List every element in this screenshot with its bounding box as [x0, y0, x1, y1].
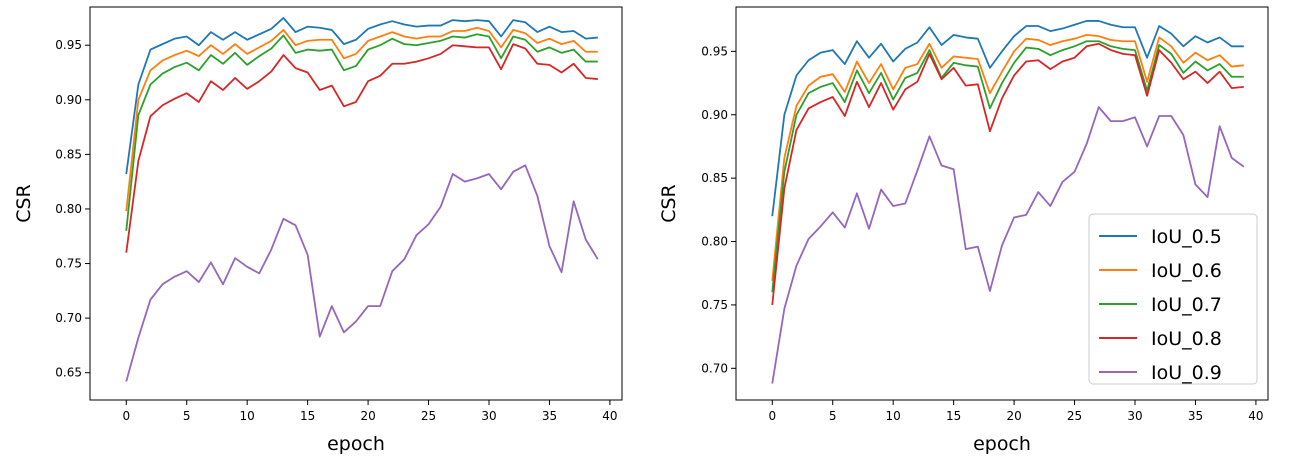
x-tick-label: 5 [829, 409, 837, 423]
x-tick-label: 20 [1006, 409, 1021, 423]
legend-box [1088, 213, 1258, 385]
y-tick-label: 0.75 [701, 298, 728, 312]
y-tick-label: 0.90 [701, 108, 728, 122]
x-tick-label: 25 [421, 409, 436, 423]
y-tick-label: 0.75 [55, 257, 82, 271]
legend-label: IoU_0.7 [1151, 294, 1222, 316]
series-line-iou-0-7 [771, 40, 1244, 293]
x-tick-label: 35 [542, 409, 557, 423]
x-tick-label: 15 [300, 409, 315, 423]
legend: IoU_0.5 IoU_0.6 IoU_0.7 IoU_0.8 IoU_0.9 [1088, 213, 1258, 385]
series-line-iou-0-7 [125, 33, 598, 231]
series-line-iou-0-9 [771, 106, 1245, 384]
series-line-iou-0-9 [125, 164, 599, 382]
y-axis-label: CSR [13, 184, 35, 223]
y-tick-label: 0.85 [701, 171, 728, 185]
x-tick-label: 10 [886, 409, 901, 423]
y-tick-label: 0.90 [55, 93, 82, 107]
x-tick-label: 25 [1067, 409, 1082, 423]
series-line-iou-0-5 [771, 20, 1244, 217]
legend-label: IoU_0.8 [1151, 328, 1222, 350]
x-tick-label: 0 [768, 409, 776, 423]
legend-label: IoU_0.6 [1151, 260, 1222, 282]
x-tick-label: 40 [1248, 409, 1263, 423]
x-tick-label: 30 [1127, 409, 1142, 423]
y-tick-label: 0.70 [55, 311, 82, 325]
x-tick-label: 5 [183, 409, 191, 423]
series-line-iou-0-6 [771, 33, 1244, 281]
plot-frame [89, 6, 623, 401]
chart-right: 0 5 10 15 20 25 30 35 40 0.70 0.75 0.80 0.85 0.90 0.95… [658, 6, 1269, 455]
y-tick-label: 0.80 [701, 235, 728, 249]
series-line-iou-0-6 [125, 26, 598, 212]
x-tick-label: 20 [360, 409, 375, 423]
y-tick-label: 0.95 [701, 44, 728, 58]
y-tick-label: 0.70 [701, 361, 728, 375]
y-tick-label: 0.65 [55, 366, 82, 380]
x-tick-label: 0 [122, 409, 130, 423]
series-line-iou-0-5 [125, 17, 598, 175]
chart-left: 0 5 10 15 20 25 30 35 40 0.65 0.70 0.75 0.80 0.85 0.90… [13, 6, 623, 455]
plot-frame [735, 6, 1269, 401]
x-axis-label: epoch [973, 433, 1031, 455]
y-tick-label: 0.85 [55, 147, 82, 161]
y-tick-label: 0.95 [55, 38, 82, 52]
x-tick-label: 30 [481, 409, 496, 423]
x-axis-label: epoch [327, 433, 385, 455]
series-line-iou-0-8 [771, 42, 1244, 306]
series-line-iou-0-8 [125, 43, 598, 253]
x-tick-label: 35 [1188, 409, 1203, 423]
y-tick-label: 0.80 [55, 202, 82, 216]
legend-label: IoU_0.5 [1151, 226, 1222, 248]
x-tick-label: 40 [602, 409, 617, 423]
y-axis-label: CSR [658, 184, 680, 223]
x-tick-label: 15 [946, 409, 961, 423]
x-tick-label: 10 [240, 409, 255, 423]
legend-label: IoU_0.9 [1151, 362, 1222, 384]
